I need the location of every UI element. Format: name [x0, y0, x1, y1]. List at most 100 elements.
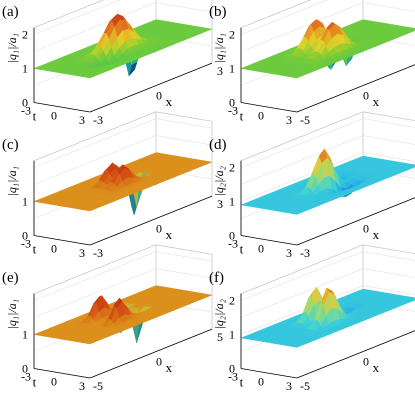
t-tick-label: -3 [228, 370, 238, 384]
t-tick-label: 0 [258, 108, 264, 122]
surface-patch [86, 208, 97, 212]
t-tick-label: 3 [79, 113, 85, 127]
grid-line [33, 0, 121, 35]
x-tick-label: 0 [156, 222, 162, 236]
t-axis-label: t [240, 241, 244, 256]
grid-line [240, 0, 328, 35]
t-tick-label: -3 [21, 237, 31, 251]
x-tick-label: 0 [363, 89, 369, 103]
surface [240, 19, 415, 79]
x-tick-label: -5 [300, 379, 310, 393]
z-tick-label: 0 [229, 96, 235, 110]
t-tick-label: 3 [286, 113, 292, 127]
surface [33, 13, 213, 79]
panel-label: (b) [209, 4, 227, 20]
t-tick-label: -3 [21, 104, 31, 118]
z-tick-label: 1 [229, 195, 235, 209]
grid-line [33, 118, 213, 168]
z-tick-label: 1 [229, 328, 235, 342]
grid-line [240, 135, 415, 185]
x-axis-line [296, 64, 415, 113]
z-axis-label: |q₁|/a₁ [212, 33, 226, 63]
z-axis-label: |q₁|/a₁ [5, 299, 19, 329]
z-tick-label: 1 [22, 328, 28, 342]
x-axis-label: x [373, 94, 380, 109]
t-tick-label: 0 [51, 374, 57, 388]
surface [240, 286, 415, 348]
x-tick-label: 0 [156, 355, 162, 369]
surface [33, 285, 213, 345]
z-axis-label: |q₁|/a₁ [5, 33, 19, 63]
t-axis-line [240, 368, 298, 379]
t-tick-label: -3 [21, 370, 31, 384]
t-tick-label: -3 [228, 104, 238, 118]
panel-e: (e) |q₁|/a₁ 0 1 -3 0 3 t -5 0 5 x [2, 244, 223, 393]
grid-line [240, 118, 415, 168]
x-tick-label: -3 [93, 246, 103, 260]
grid-line [33, 135, 213, 185]
z-tick-label: 2 [229, 28, 235, 42]
grid-line [33, 2, 213, 52]
x-tick-label: -3 [300, 246, 310, 260]
z-tick-label: 1 [22, 62, 28, 76]
panel-label: (f) [209, 270, 224, 286]
panel-f: (f) |q₂|/a₂ 0 1 2 -3 0 3 t -5 0 5 x [209, 244, 415, 393]
panel-label: (c) [2, 137, 19, 153]
surface-patch [293, 75, 304, 79]
t-tick-label: 0 [51, 241, 57, 255]
t-tick-label: 3 [79, 379, 85, 393]
t-tick-label: 0 [258, 241, 264, 255]
t-axis-line [33, 102, 91, 113]
x-tick-label: 3 [217, 197, 223, 211]
z-tick-label: 2 [229, 161, 235, 175]
panel-label: (d) [209, 137, 227, 153]
x-axis-label: x [166, 360, 173, 375]
t-axis-line [240, 235, 298, 246]
x-axis-label: x [373, 227, 380, 242]
t-axis-line [33, 235, 91, 246]
t-axis-label: t [240, 108, 244, 123]
x-tick-label: 5 [217, 330, 223, 344]
x-tick-label: 0 [156, 89, 162, 103]
z-tick-label: 2 [22, 28, 28, 42]
z-tick-label: 1 [229, 62, 235, 76]
surface [240, 148, 415, 215]
t-tick-label: -3 [228, 237, 238, 251]
z-axis-label: |q₁|/a₁ [5, 166, 19, 196]
t-axis-label: t [33, 108, 37, 123]
z-tick-label: 0 [22, 96, 28, 110]
z-tick-label: 0 [22, 229, 28, 243]
x-tick-label: -5 [93, 379, 103, 393]
t-tick-label: 0 [258, 374, 264, 388]
z-tick-label: 1 [22, 195, 28, 209]
t-tick-label: 3 [286, 246, 292, 260]
t-tick-label: 3 [286, 379, 292, 393]
x-axis-label: x [373, 360, 380, 375]
x-tick-label: 3 [217, 64, 223, 78]
x-tick-label: -3 [93, 113, 103, 127]
x-axis-label: x [166, 94, 173, 109]
x-tick-label: 0 [363, 222, 369, 236]
t-tick-label: 0 [51, 108, 57, 122]
t-axis-label: t [33, 374, 37, 389]
surface [33, 152, 213, 216]
x-axis-label: x [166, 227, 173, 242]
z-axis-label: |q₂|/a₂ [212, 166, 226, 196]
x-axis-line [89, 62, 213, 113]
x-tick-label: 0 [363, 355, 369, 369]
t-axis-label: t [240, 374, 244, 389]
panel-label: (a) [2, 4, 19, 20]
t-axis-line [33, 368, 91, 379]
z-axis-label: |q₂|/a₂ [212, 299, 226, 329]
t-tick-label: 3 [79, 246, 85, 260]
panel-label: (e) [2, 270, 19, 286]
grid-line [240, 152, 415, 202]
t-axis-line [240, 102, 298, 113]
surface-patch [86, 75, 97, 79]
